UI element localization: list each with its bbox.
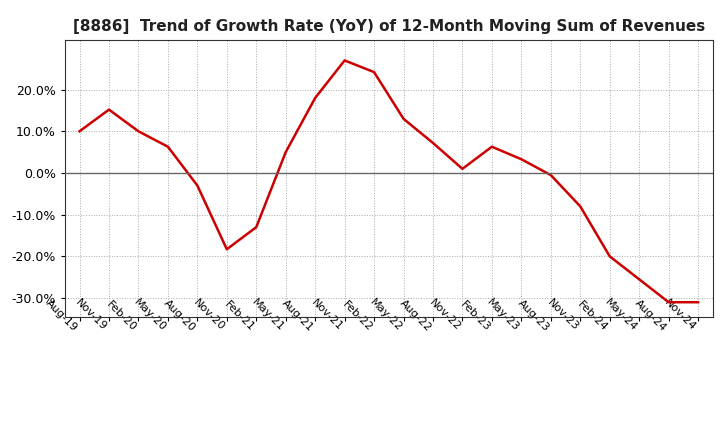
Title: [8886]  Trend of Growth Rate (YoY) of 12-Month Moving Sum of Revenues: [8886] Trend of Growth Rate (YoY) of 12-… — [73, 19, 705, 34]
